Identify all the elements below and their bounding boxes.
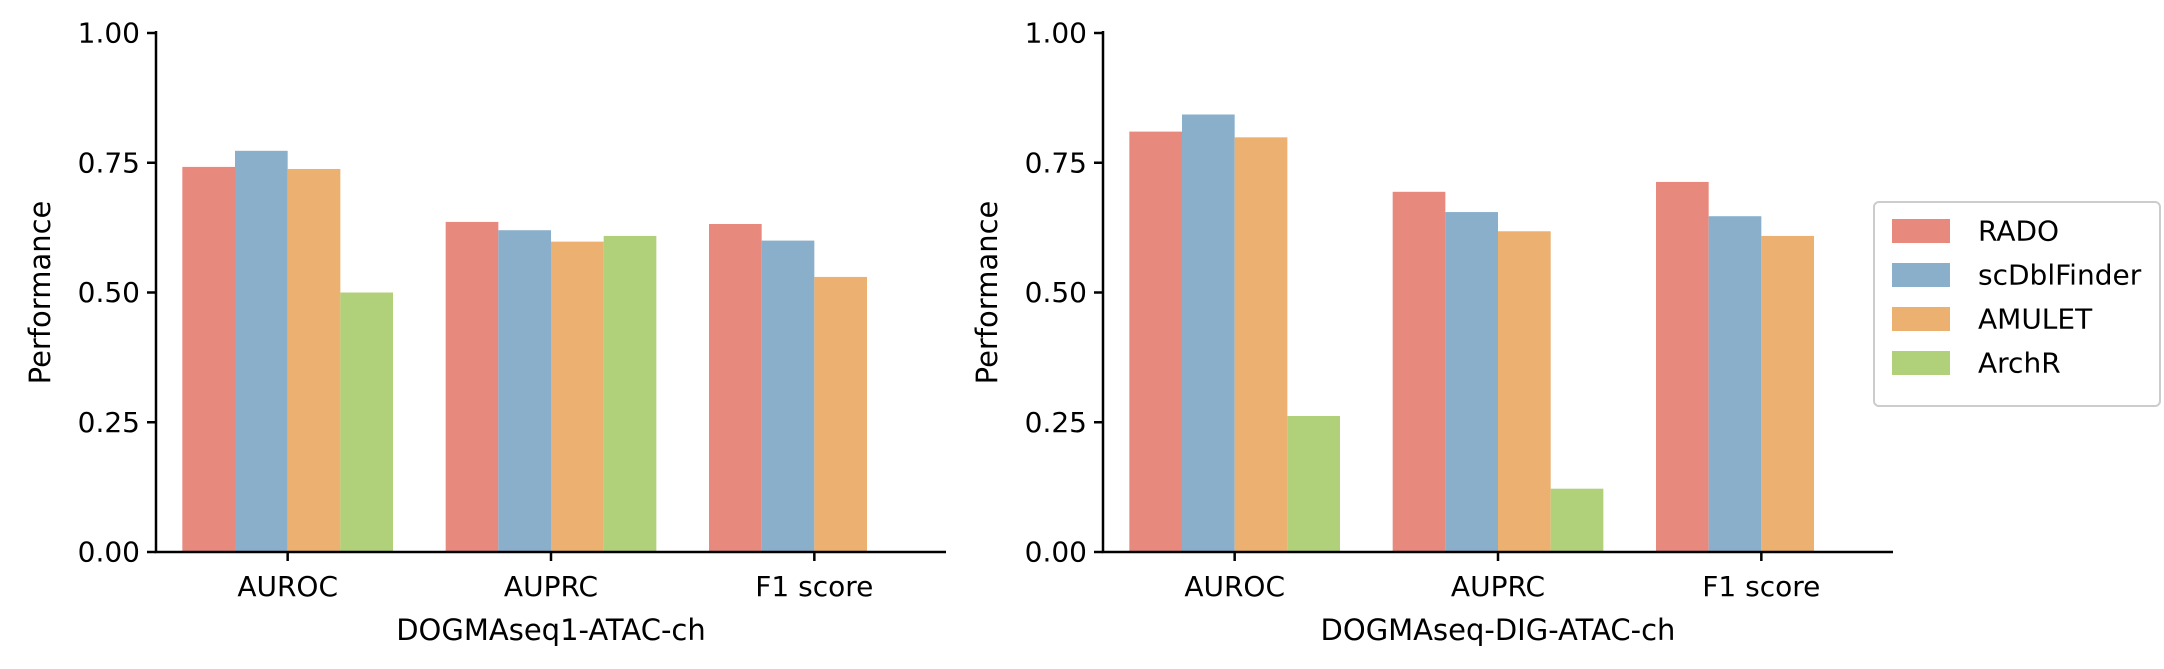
bar-archr-auroc (1287, 416, 1340, 552)
legend-swatch-scdblfinder (1892, 263, 1950, 287)
bar-scdblfinder-auroc (1182, 114, 1235, 552)
y-tick-label: 0.00 (1025, 536, 1087, 569)
y-tick-label: 0.50 (1025, 276, 1087, 309)
bar-scdblfinder-auprc (498, 230, 551, 552)
x-tick-label: F1 score (1702, 570, 1820, 603)
bar-amulet-auprc (1498, 231, 1551, 552)
y-tick-label: 0.75 (78, 146, 140, 179)
bar-amulet-auprc (551, 241, 604, 552)
x-tick-label: AUPRC (1451, 570, 1545, 603)
legend-swatch-archr (1892, 351, 1950, 375)
chart-dogmaseq1-atac-ch: 0.00 0.25 0.50 0.75 1.00 AUROC AUPRC F1 score DO… (23, 17, 946, 647)
y-tick-label: 0.50 (78, 276, 140, 309)
chart-dogmaseq-dig-atac-ch: 0.00 0.25 0.50 0.75 1.00 AUROC AUPRC F1 score DO… (970, 17, 1893, 647)
legend-swatch-amulet (1892, 307, 1950, 331)
bar-archr-auprc (603, 235, 657, 552)
bar-rado-auroc (1129, 131, 1182, 553)
y-tick-label: 1.00 (78, 17, 140, 50)
bar-scdblfinder-f1-score (761, 240, 815, 552)
legend: RADO scDblFinder AMULET ArchR (1873, 201, 2161, 407)
y-axis-title: Performance (970, 201, 1004, 385)
x-tick-label: F1 score (755, 570, 873, 603)
bar-amulet-f1-score (814, 276, 867, 552)
y-tick-label: 0.75 (1025, 146, 1087, 179)
bar-amulet-auroc (287, 168, 341, 553)
bar-rado-f1-score (709, 223, 762, 553)
x-tick-label: AUROC (1184, 570, 1285, 603)
y-axis-title: Performance (23, 201, 57, 385)
y-tick-label: 0.25 (1025, 406, 1087, 439)
bar-rado-f1-score (1656, 181, 1709, 552)
bar-archr-auroc (340, 292, 393, 552)
y-tick-label: 1.00 (1025, 17, 1087, 50)
y-tick-label: 0.00 (78, 536, 140, 569)
bar-rado-auroc (182, 166, 235, 552)
bar-rado-auprc (1392, 191, 1446, 552)
bar-scdblfinder-auroc (235, 150, 288, 552)
legend-label-scdblfinder: scDblFinder (1978, 259, 2142, 292)
y-tick-label: 0.25 (78, 406, 140, 439)
legend-swatch-rado (1892, 219, 1950, 243)
bar-rado-auprc (445, 221, 499, 553)
x-tick-label: AUROC (237, 570, 338, 603)
bar-amulet-f1-score (1761, 235, 1814, 552)
legend-label-archr: ArchR (1978, 347, 2061, 380)
legend-label-amulet: AMULET (1978, 303, 2093, 336)
x-axis-title: DOGMAseq-DIG-ATAC-ch (1321, 613, 1676, 647)
bar-scdblfinder-auprc (1445, 212, 1498, 552)
x-axis-title: DOGMAseq1-ATAC-ch (396, 613, 706, 647)
bar-amulet-auroc (1234, 137, 1288, 552)
x-tick-label: AUPRC (504, 570, 598, 603)
legend-label-rado: RADO (1978, 215, 2059, 248)
bar-archr-auprc (1550, 488, 1604, 552)
bar-scdblfinder-f1-score (1708, 216, 1762, 552)
